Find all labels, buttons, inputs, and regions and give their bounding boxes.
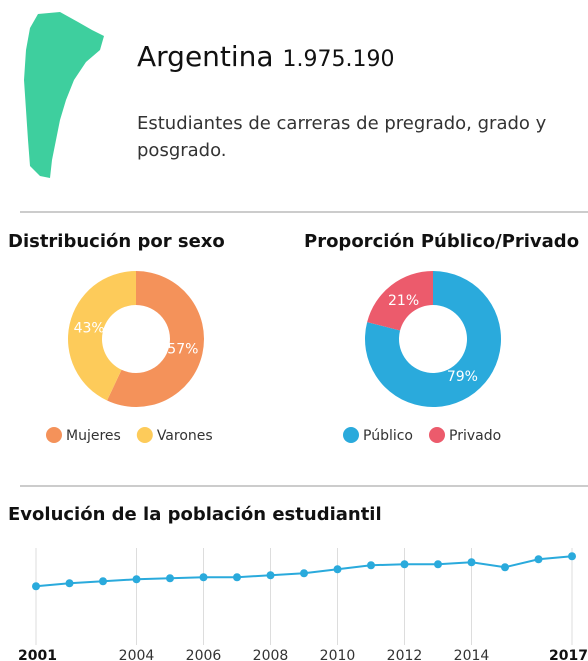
x-tick-label: 2012	[387, 648, 423, 661]
point	[534, 555, 543, 564]
slice	[365, 271, 502, 407]
point	[233, 573, 241, 582]
x-tick-label: 2008	[253, 648, 289, 661]
point	[501, 563, 509, 572]
point	[166, 574, 174, 583]
x-tick-label: 2004	[119, 648, 155, 661]
x-tick-label: 2014	[454, 648, 490, 661]
header-title: Argentina 1.975.190	[137, 40, 394, 73]
point	[333, 565, 342, 574]
x-tick-label: 2010	[320, 648, 356, 661]
legend-swatch	[136, 427, 153, 443]
legend-label: Privado	[449, 428, 501, 444]
chart-title: Proporción Público/Privado	[304, 231, 579, 252]
point	[199, 573, 208, 582]
x-tick-label: 2006	[186, 648, 222, 661]
point	[467, 558, 476, 567]
title-text: Argentina	[137, 40, 274, 73]
point	[99, 577, 107, 586]
point	[434, 560, 442, 569]
point	[367, 561, 375, 570]
point	[400, 560, 409, 569]
total: 1.975.190	[282, 47, 395, 72]
chart-title: Evolución de la población estudiantil	[8, 504, 382, 525]
slice	[68, 271, 136, 401]
point	[132, 575, 141, 584]
x-tick-label: 2001	[18, 648, 57, 661]
slice	[367, 271, 433, 331]
data-label: 21%	[388, 293, 419, 309]
point	[65, 579, 74, 588]
description: Estudiantes de carreras de pregrado, gra…	[137, 113, 547, 161]
data-label: 79%	[447, 369, 478, 385]
legend-label: Varones	[157, 428, 213, 444]
legend-label: Mujeres	[66, 428, 121, 444]
legend-swatch	[429, 427, 445, 443]
point	[300, 569, 308, 578]
legend-label: Público	[363, 428, 413, 444]
legend-swatch	[46, 427, 62, 443]
legend-swatch	[343, 427, 359, 443]
point	[32, 582, 40, 591]
map-icon	[24, 12, 104, 178]
point	[568, 552, 576, 561]
x-tick-label: 2017	[549, 648, 588, 661]
data-label: 43%	[74, 321, 105, 337]
point	[266, 571, 275, 580]
chart-title: Distribución por sexo	[8, 231, 225, 252]
slice	[107, 271, 205, 407]
data-label: 57%	[167, 341, 198, 357]
